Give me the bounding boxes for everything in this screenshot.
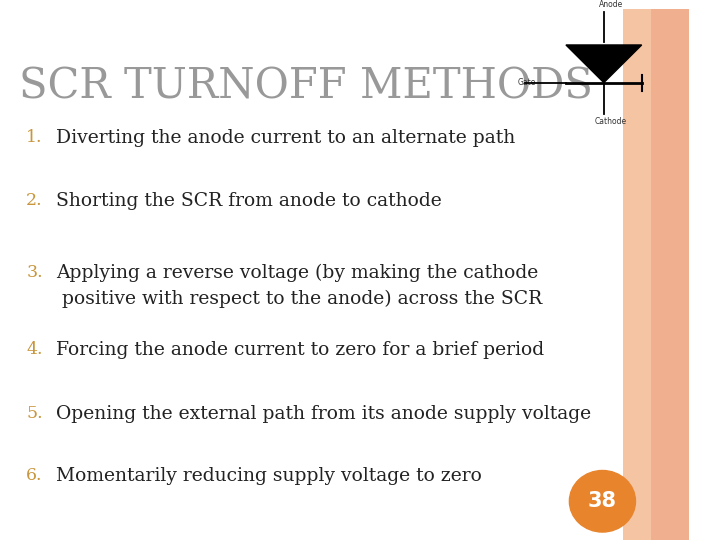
Text: Gate: Gate — [518, 78, 536, 87]
Text: SCR TURNOFF METHODS: SCR TURNOFF METHODS — [19, 65, 593, 107]
Text: 2.: 2. — [26, 192, 42, 210]
Text: 5.: 5. — [26, 404, 42, 422]
Text: 38: 38 — [588, 491, 617, 511]
Text: 4.: 4. — [26, 341, 42, 358]
Bar — [623, 9, 651, 540]
Text: 6.: 6. — [26, 467, 42, 484]
Ellipse shape — [570, 470, 636, 532]
Text: Applying a reverse voltage (by making the cathode
 positive with respect to the : Applying a reverse voltage (by making th… — [56, 264, 543, 308]
Text: 3.: 3. — [26, 264, 42, 281]
Text: Cathode: Cathode — [595, 117, 627, 126]
Text: 1.: 1. — [26, 129, 42, 146]
Text: Shorting the SCR from anode to cathode: Shorting the SCR from anode to cathode — [56, 192, 442, 211]
Text: Forcing the anode current to zero for a brief period: Forcing the anode current to zero for a … — [56, 341, 544, 359]
Text: Opening the external path from its anode supply voltage: Opening the external path from its anode… — [56, 404, 592, 423]
Polygon shape — [566, 45, 642, 83]
Text: Anode: Anode — [598, 0, 623, 9]
Text: Momentarily reducing supply voltage to zero: Momentarily reducing supply voltage to z… — [56, 467, 482, 485]
Text: Diverting the anode current to an alternate path: Diverting the anode current to an altern… — [56, 129, 516, 147]
Bar — [651, 9, 688, 540]
